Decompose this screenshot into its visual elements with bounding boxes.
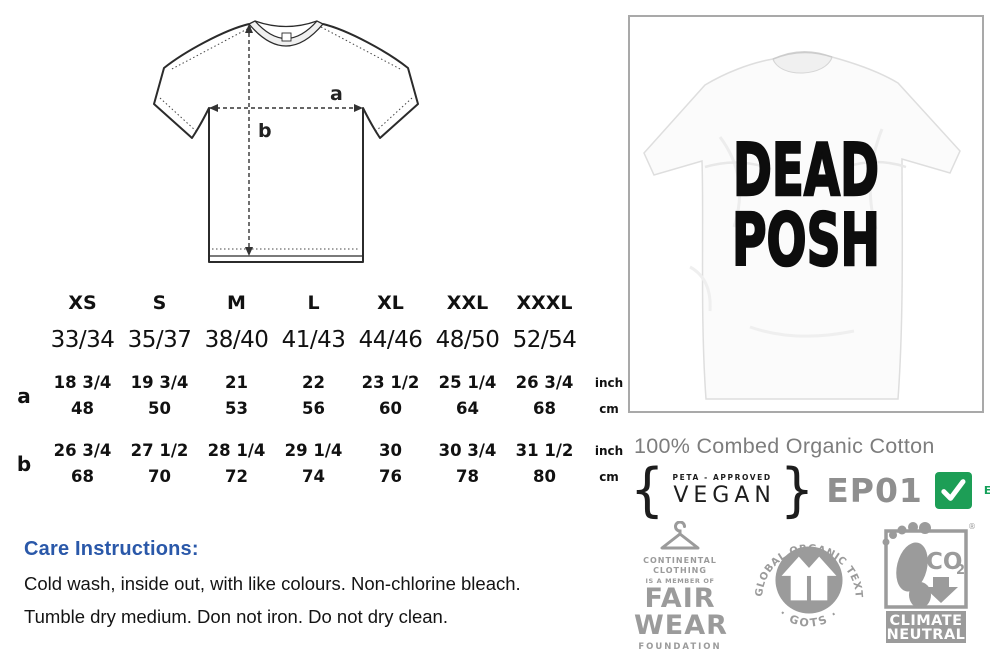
vegan-label: VEGAN [673, 482, 776, 508]
size-header-cell: L [307, 292, 320, 314]
measurement-cell: 68 [71, 467, 94, 486]
tshirt-outline-drawing: a b [153, 20, 419, 263]
down-arrow-icon [924, 577, 958, 603]
measurement-cell: 21 [225, 373, 248, 392]
size-header-cell: XS [68, 292, 97, 314]
shirt-print-line1: DEAD [733, 128, 879, 212]
measurement-cell: 74 [302, 467, 325, 486]
size-range-cell: 48/50 [435, 327, 500, 353]
measurement-cell: 80 [533, 467, 556, 486]
row-b-label: b [16, 452, 32, 476]
measurement-cell: 29 1/4 [284, 441, 343, 460]
measurement-cell: 78 [456, 467, 479, 486]
shirt-print-line2: POSH [732, 198, 880, 282]
tshirt-photo: DEAD POSH [643, 51, 961, 400]
measurement-cell: 25 1/4 [438, 373, 497, 392]
footprint-icon [882, 522, 931, 608]
brace-right: } [779, 455, 815, 524]
care-instructions-line2: Tumble dry medium. Don not iron. Do not … [24, 606, 448, 627]
material-text: 100% Combed Organic Cotton [634, 434, 935, 458]
measurement-cell: 50 [148, 399, 171, 418]
measurement-cell: 30 [379, 441, 402, 460]
size-header-cell: XXXL [516, 292, 573, 314]
size-header-cell: XL [377, 292, 404, 314]
measurement-cell: 22 [302, 373, 325, 392]
product-photo: DEAD POSH [628, 15, 984, 413]
care-instructions-title: Care Instructions: [24, 538, 199, 560]
size-header-cell: M [227, 292, 246, 314]
fair-wear-foundation-logo: CONTINENTAL CLOTHING IS A MEMBER OF FAIR… [634, 520, 728, 652]
measurement-cell: 18 3/4 [53, 373, 112, 392]
size-header-cell: XXL [446, 292, 489, 314]
fairwear-line6: FOUNDATION [638, 641, 722, 652]
neutral-label: NEUTRAL [887, 627, 966, 643]
measurement-cell: 26 3/4 [515, 373, 574, 392]
size-range-cell: 41/43 [281, 327, 346, 353]
size-range-cell: 44/46 [358, 327, 423, 353]
size-range-cell: 35/37 [127, 327, 192, 353]
peta-vegan-logo: { PETA - APPROVED VEGAN } [630, 455, 815, 524]
fairwear-line4: FAIR [644, 583, 716, 615]
measurement-cell: 48 [71, 399, 94, 418]
checkmark-icon [934, 471, 972, 509]
size-range-cell: 38/40 [204, 327, 269, 353]
measurement-cell: 30 3/4 [438, 441, 497, 460]
measurement-cell: 70 [148, 467, 171, 486]
row-a-label: a [17, 384, 31, 408]
climate-neutral-logo: ® CO 2 CLIMATE NEUTRAL [860, 517, 976, 643]
co2-subscript: 2 [956, 563, 965, 578]
brace-left: { [630, 455, 665, 524]
diagram-length-label: b [258, 120, 272, 142]
climate-label: CLIMATE [889, 613, 962, 629]
fairwear-line3: IS A MEMBER OF [645, 577, 715, 585]
care-instructions: Care Instructions: Cold wash, inside out… [24, 538, 624, 639]
measurement-cell: 27 1/2 [130, 441, 189, 460]
measurement-cell: 26 3/4 [53, 441, 112, 460]
fairwear-line1: CONTINENTAL [643, 556, 717, 565]
hanger-icon [660, 520, 700, 550]
size-diagram: a b [134, 8, 438, 280]
size-range-cell: 52/54 [512, 327, 577, 353]
measurement-cell: 72 [225, 467, 248, 486]
measurement-cell: 19 3/4 [130, 373, 189, 392]
unit-label-cm: cm [599, 470, 619, 484]
size-header-cell: S [152, 292, 167, 314]
measurement-cell: 76 [379, 467, 402, 486]
measurement-cell: 23 1/2 [361, 373, 420, 392]
size-table: XS S M L XL XXL XXXL 33/34 35/37 38/40 4… [4, 286, 629, 490]
unit-label-inch: inch [594, 444, 624, 458]
diagram-width-label: a [330, 83, 343, 105]
fairwear-line5: WEAR [634, 609, 728, 641]
measurement-cell: 56 [302, 399, 325, 418]
badge-row: { PETA - APPROVED VEGAN } EP01 EARTHPOSI… [630, 460, 990, 520]
measurement-cell: 60 [379, 399, 402, 418]
measurement-cell: 64 [456, 399, 479, 418]
gots-logo: GLOBAL ORGANIC TEXTILE STANDARD · GOTS · [741, 509, 872, 643]
co2-gas-label: CO [926, 549, 962, 575]
measurement-cell: 68 [533, 399, 556, 418]
product-code: EP01 [826, 470, 923, 510]
fairwear-line2: CLOTHING [653, 566, 707, 575]
size-range-cell: 33/34 [50, 327, 115, 353]
unit-label-inch: inch [594, 376, 624, 390]
earthpositive-label: EARTHPOSITIVE [983, 483, 990, 497]
registered-mark: ® [968, 522, 976, 531]
measurement-cell: 31 1/2 [515, 441, 574, 460]
peta-approved-label: PETA - APPROVED [672, 472, 772, 482]
unit-label-cm: cm [599, 402, 619, 416]
care-instructions-line1: Cold wash, inside out, with like colours… [24, 573, 521, 594]
measurement-cell: 28 1/4 [207, 441, 266, 460]
measurement-cell: 53 [225, 399, 248, 418]
